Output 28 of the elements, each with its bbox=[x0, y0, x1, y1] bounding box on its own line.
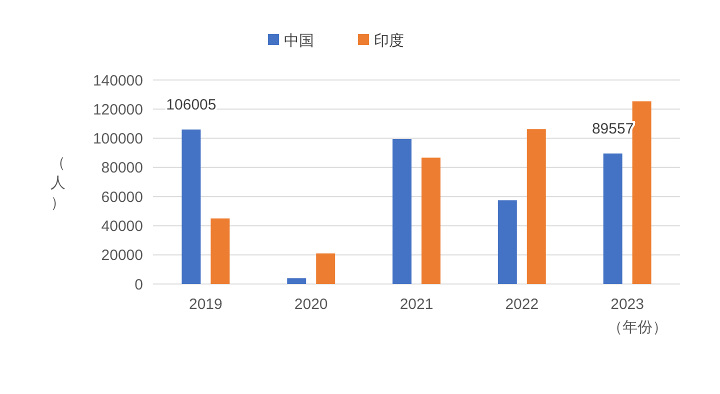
bar bbox=[526, 129, 546, 284]
x-tick-label: 2020 bbox=[294, 296, 328, 313]
y-tick-label: 60000 bbox=[101, 188, 143, 206]
y-tick-label: 120000 bbox=[92, 101, 143, 118]
x-tick-label: 2021 bbox=[400, 296, 434, 313]
bar bbox=[392, 139, 412, 284]
bar bbox=[603, 154, 622, 284]
legend-label: 印度 bbox=[374, 32, 404, 50]
y-tick-label: 140000 bbox=[92, 72, 143, 90]
bar bbox=[182, 130, 201, 284]
bar bbox=[498, 200, 517, 284]
bar bbox=[422, 158, 440, 284]
bar bbox=[287, 278, 306, 284]
y-tick-label: 40000 bbox=[101, 218, 143, 235]
bar bbox=[210, 218, 230, 284]
x-tick-label: 2023 bbox=[610, 296, 644, 313]
y-tick-label: 20000 bbox=[101, 247, 143, 264]
bar bbox=[316, 253, 336, 284]
data-label: 106005 bbox=[166, 96, 216, 114]
x-axis-title: （年份） bbox=[607, 319, 668, 336]
y-tick-label: 0 bbox=[134, 276, 143, 294]
legend-label: 中国 bbox=[284, 32, 314, 50]
bar bbox=[632, 101, 652, 284]
x-tick-label: 2019 bbox=[189, 296, 222, 313]
x-tick-label: 2022 bbox=[505, 296, 539, 313]
y-tick-label: 80000 bbox=[101, 160, 143, 177]
y-axis-title: （人） bbox=[50, 154, 66, 212]
y-tick-label: 100000 bbox=[92, 130, 143, 148]
